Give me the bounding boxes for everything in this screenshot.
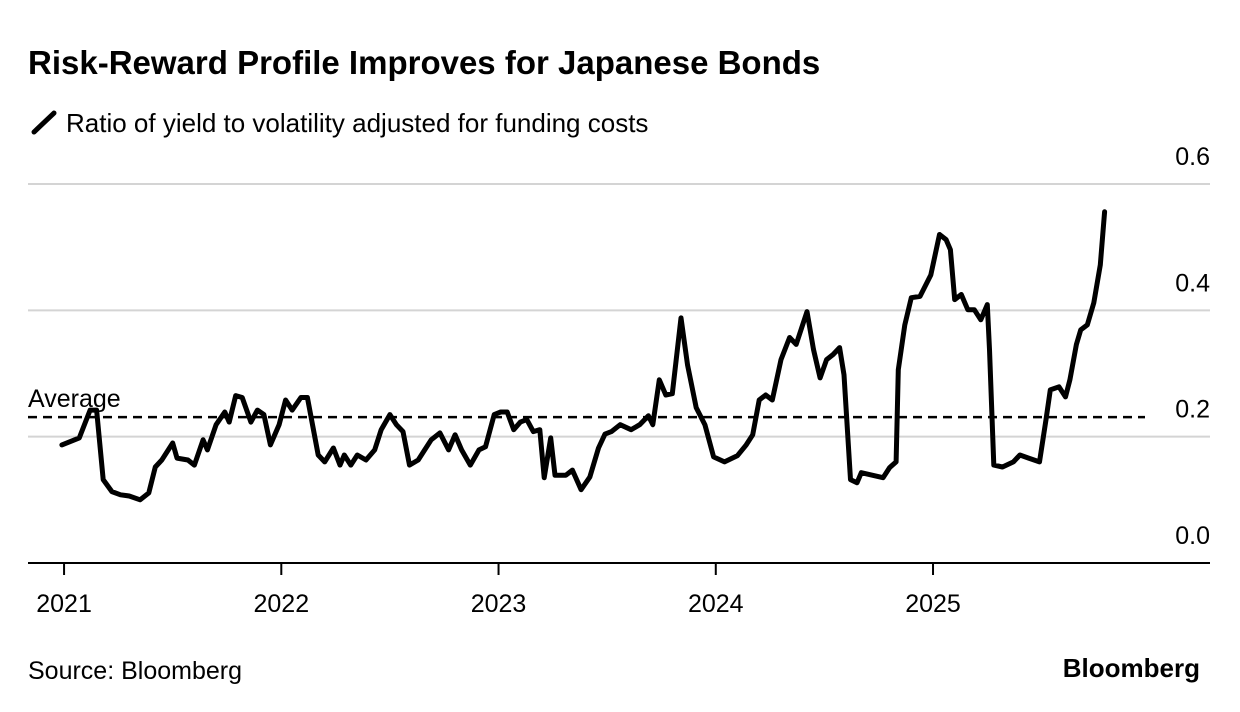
legend-label: Ratio of yield to volatility adjusted fo… [66, 108, 648, 138]
y-tick-label: 0.0 [1175, 522, 1210, 550]
x-tick-label: 2023 [471, 590, 527, 618]
y-tick-label: 0.6 [1175, 143, 1210, 171]
average-label: Average [28, 385, 121, 413]
x-tick-label: 2022 [253, 590, 309, 618]
source: Source: Bloomberg [28, 657, 242, 685]
y-tick-label: 0.2 [1175, 396, 1210, 424]
brand: Bloomberg [1063, 653, 1200, 683]
y-tick-label: 0.4 [1175, 269, 1210, 297]
data-line [59, 209, 1108, 503]
legend-icon [31, 110, 57, 135]
chart-title: Risk-Reward Profile Improves for Japanes… [28, 44, 820, 81]
x-tick-label: 2021 [36, 590, 92, 618]
x-tick-label: 2025 [905, 590, 961, 618]
x-tick-label: 2024 [688, 590, 744, 618]
